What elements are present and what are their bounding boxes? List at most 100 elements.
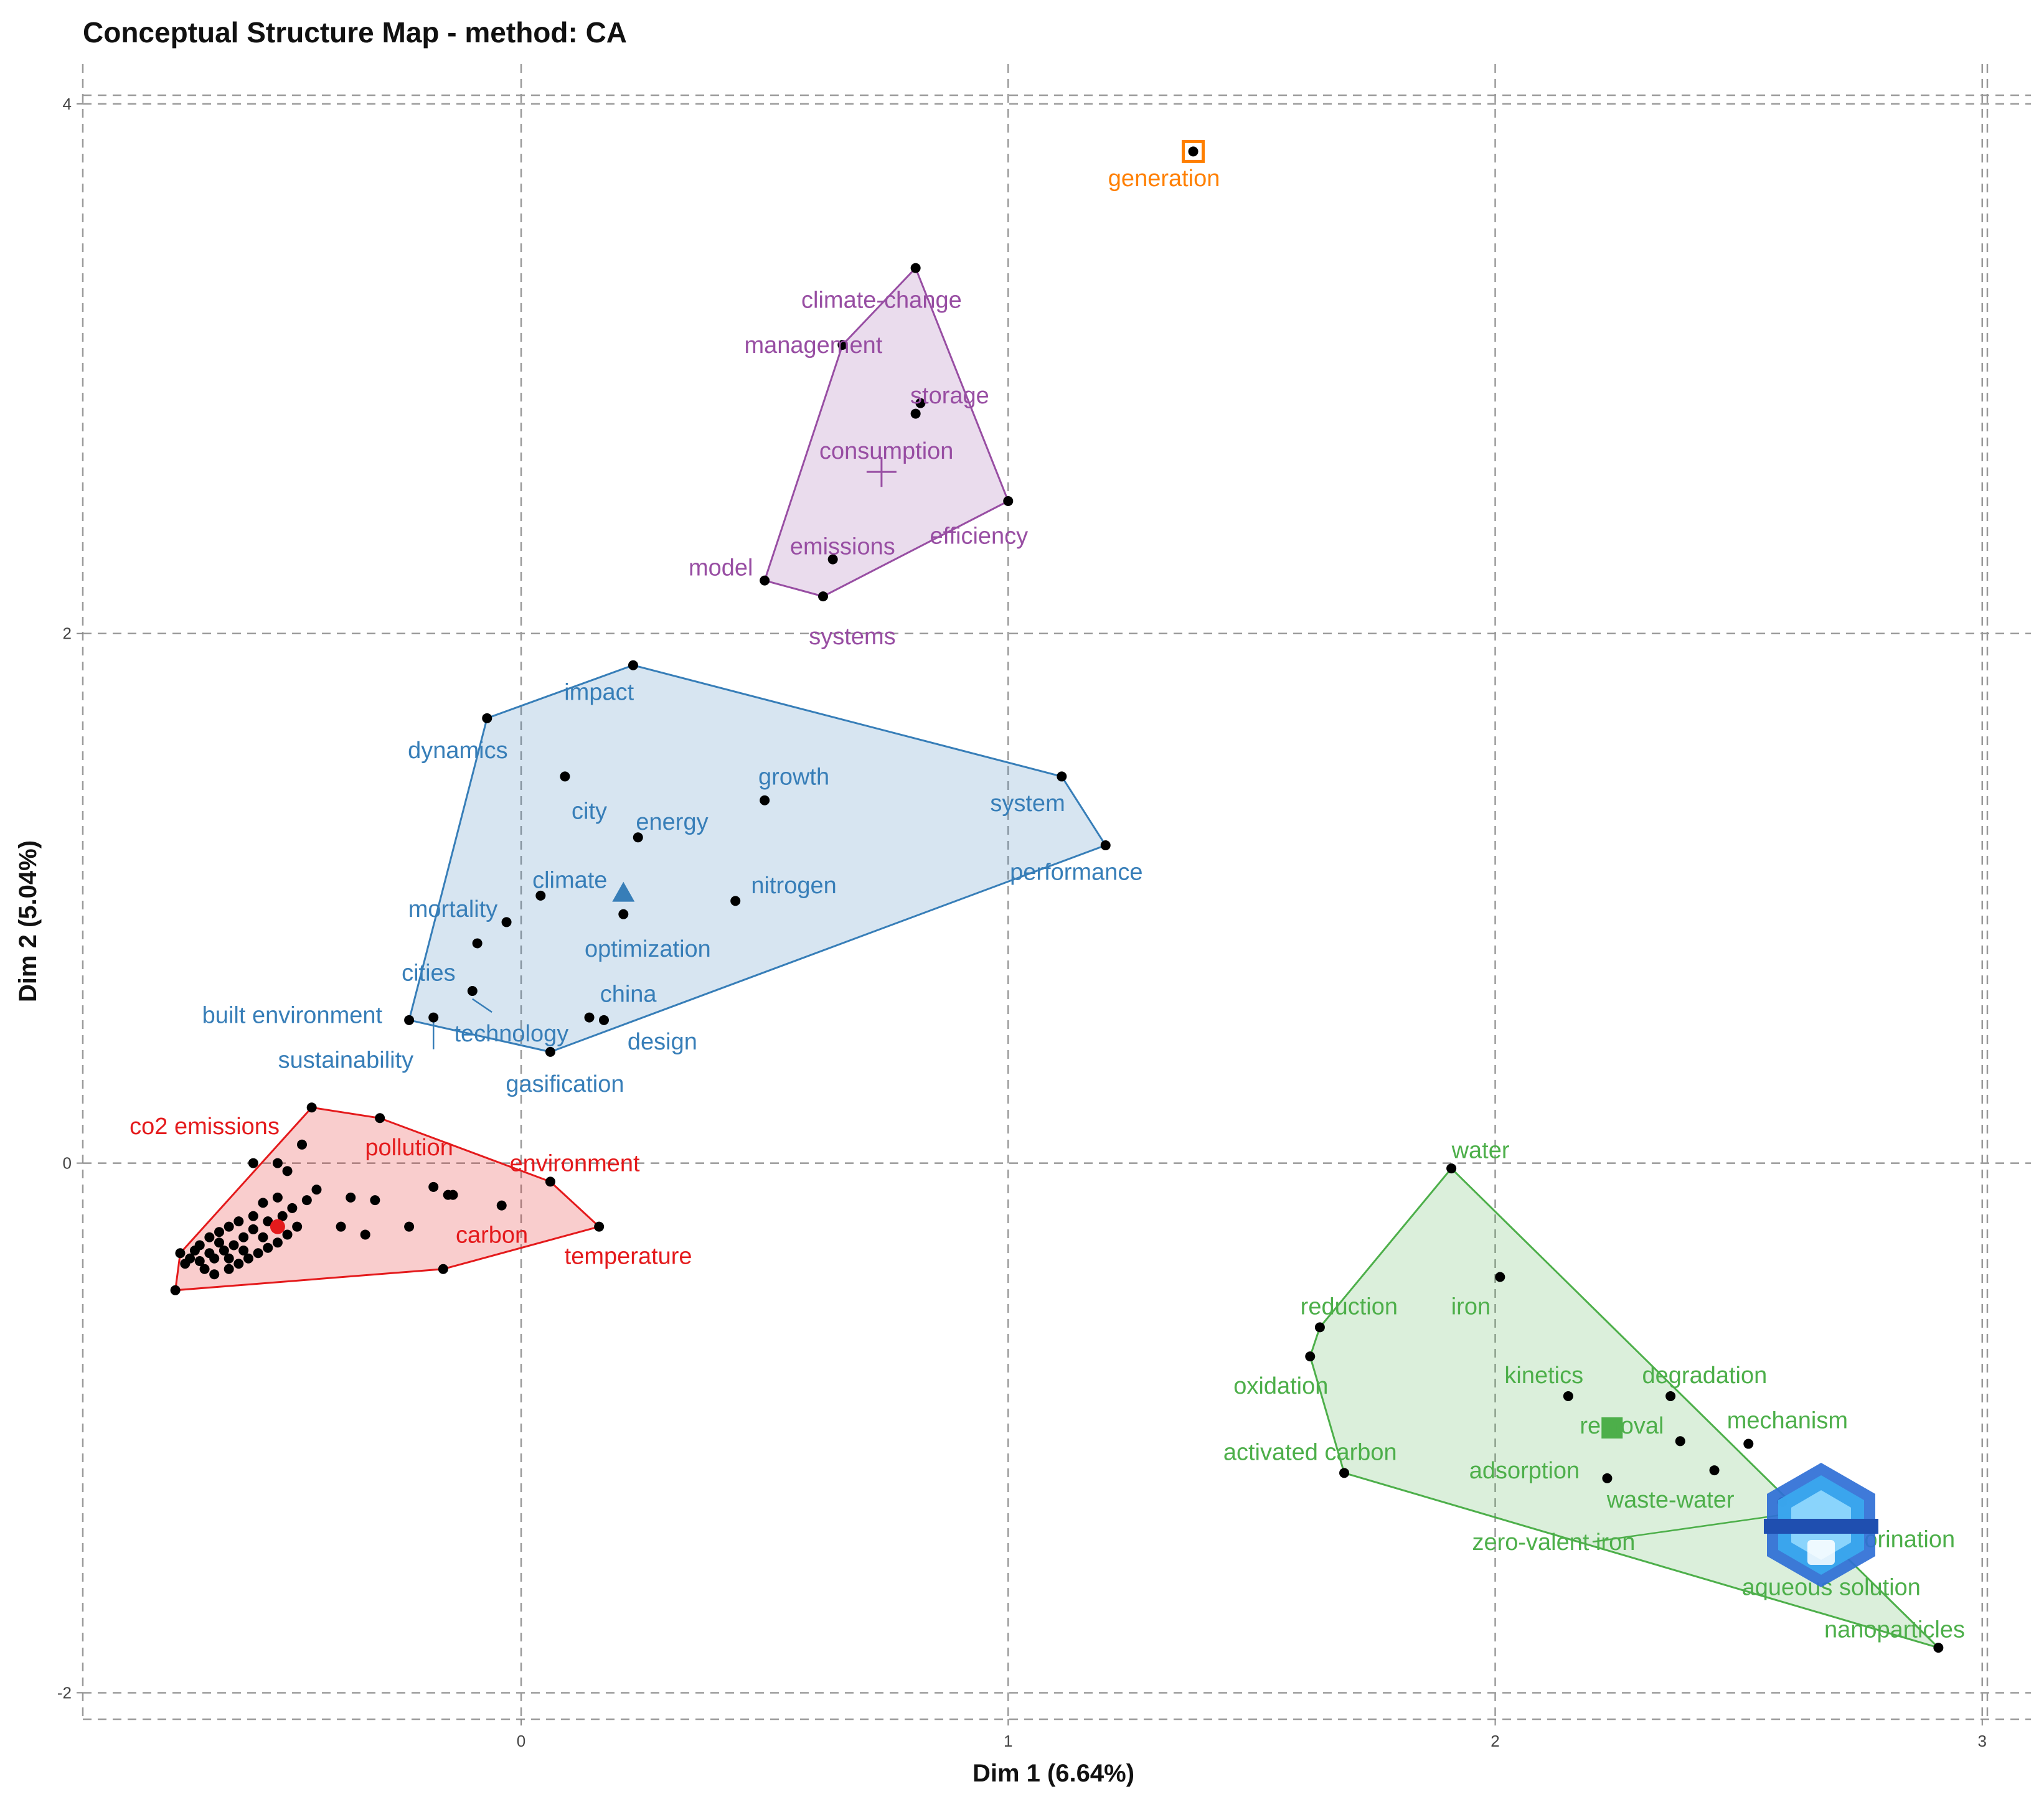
data-point xyxy=(1709,1465,1720,1476)
word-label: sustainability xyxy=(278,1048,414,1074)
data-point xyxy=(292,1221,303,1232)
data-point xyxy=(404,1015,415,1025)
chart-title: Conceptual Structure Map - method: CA xyxy=(83,16,627,49)
word-label: energy xyxy=(636,809,708,835)
data-point xyxy=(263,1242,273,1253)
word-label: degradation xyxy=(1642,1363,1768,1389)
data-point xyxy=(760,575,770,586)
word-label: water xyxy=(1451,1137,1510,1163)
data-point xyxy=(496,1200,507,1211)
word-label: zero-valent iron xyxy=(1472,1529,1635,1556)
word-label: nanoparticles xyxy=(1824,1617,1965,1643)
data-point xyxy=(535,890,546,901)
data-point xyxy=(1933,1643,1944,1653)
data-point xyxy=(258,1232,268,1242)
data-point xyxy=(272,1237,283,1248)
data-point xyxy=(1446,1163,1457,1174)
data-point xyxy=(910,408,921,419)
data-point xyxy=(1314,1322,1325,1333)
data-point xyxy=(545,1046,555,1057)
data-point xyxy=(428,1012,439,1023)
word-label: climate xyxy=(532,867,607,893)
data-point xyxy=(375,1113,385,1124)
cluster-centroids xyxy=(270,139,1623,1439)
data-point xyxy=(370,1195,380,1206)
data-point xyxy=(233,1216,244,1227)
data-point xyxy=(301,1195,312,1206)
word-label: city xyxy=(572,799,607,825)
data-point xyxy=(448,1190,458,1200)
word-label: built environment xyxy=(202,1002,383,1028)
data-point xyxy=(214,1227,225,1237)
data-point xyxy=(346,1192,356,1203)
data-point xyxy=(253,1248,263,1259)
data-point xyxy=(1665,1391,1676,1401)
word-label: china xyxy=(600,981,657,1007)
label-leader-lines xyxy=(432,998,1797,1543)
data-point xyxy=(194,1256,205,1266)
data-point xyxy=(438,1264,448,1274)
word-label: iron xyxy=(1451,1293,1491,1320)
data-point xyxy=(209,1269,220,1280)
word-label: adsorption xyxy=(1469,1458,1580,1484)
data-point xyxy=(1495,1272,1505,1282)
data-point xyxy=(224,1221,234,1232)
data-point xyxy=(272,1192,283,1203)
word-label: carbon xyxy=(456,1222,528,1248)
word-label: mechanism xyxy=(1727,1407,1848,1434)
word-label: climate-change xyxy=(801,288,962,314)
word-label: dynamics xyxy=(408,738,508,764)
word-label: nitrogen xyxy=(751,873,836,899)
data-point xyxy=(238,1232,249,1242)
data-point xyxy=(189,1245,200,1256)
word-labels: co2 emissions pollution environment carbon t… xyxy=(130,166,1965,1643)
word-label: technology xyxy=(454,1021,568,1047)
data-point xyxy=(599,1015,610,1025)
cluster-hull xyxy=(408,664,1107,1053)
data-point xyxy=(428,1181,439,1192)
data-point xyxy=(1743,1439,1754,1449)
data-point xyxy=(1188,146,1199,157)
data-point xyxy=(224,1264,234,1274)
data-point xyxy=(224,1253,234,1264)
word-label: systems xyxy=(809,624,895,650)
data-point xyxy=(1602,1473,1613,1483)
word-label: removal xyxy=(1580,1413,1664,1439)
data-point xyxy=(827,554,838,565)
word-label: growth xyxy=(758,764,829,790)
data-point xyxy=(730,896,741,906)
word-label: oxidation xyxy=(1233,1373,1328,1399)
data-point xyxy=(199,1264,210,1274)
data-point xyxy=(915,398,926,408)
word-label: model xyxy=(689,555,753,581)
data-point xyxy=(633,832,643,843)
data-point xyxy=(336,1221,346,1232)
data-point xyxy=(306,1102,317,1113)
data-point xyxy=(277,1211,288,1221)
data-point xyxy=(618,909,629,919)
word-label: temperature xyxy=(565,1243,692,1269)
word-label: storage xyxy=(910,383,989,409)
data-point xyxy=(584,1012,595,1023)
word-label: pollution xyxy=(365,1135,453,1161)
data-point xyxy=(219,1245,229,1256)
label-leader-line xyxy=(472,998,492,1013)
x-tick-label: 2 xyxy=(1491,1732,1499,1750)
data-point xyxy=(628,660,638,670)
word-label: kinetics xyxy=(1504,1363,1583,1389)
data-point xyxy=(228,1240,239,1251)
data-point xyxy=(545,1176,555,1187)
word-label: co2 emissions xyxy=(130,1114,280,1140)
data-point xyxy=(214,1237,225,1248)
x-tick-label: 3 xyxy=(1978,1732,1987,1750)
word-label: mortality xyxy=(408,896,498,922)
y-tick-label: -2 xyxy=(57,1683,72,1702)
data-point xyxy=(282,1166,293,1176)
data-point xyxy=(818,591,829,602)
bibliometrix-logo xyxy=(1764,1463,1878,1587)
word-label: emissions xyxy=(790,533,895,560)
word-label: efficiency xyxy=(930,523,1028,549)
data-point xyxy=(248,1158,258,1168)
data-point xyxy=(1563,1391,1573,1401)
data-point xyxy=(263,1216,273,1227)
